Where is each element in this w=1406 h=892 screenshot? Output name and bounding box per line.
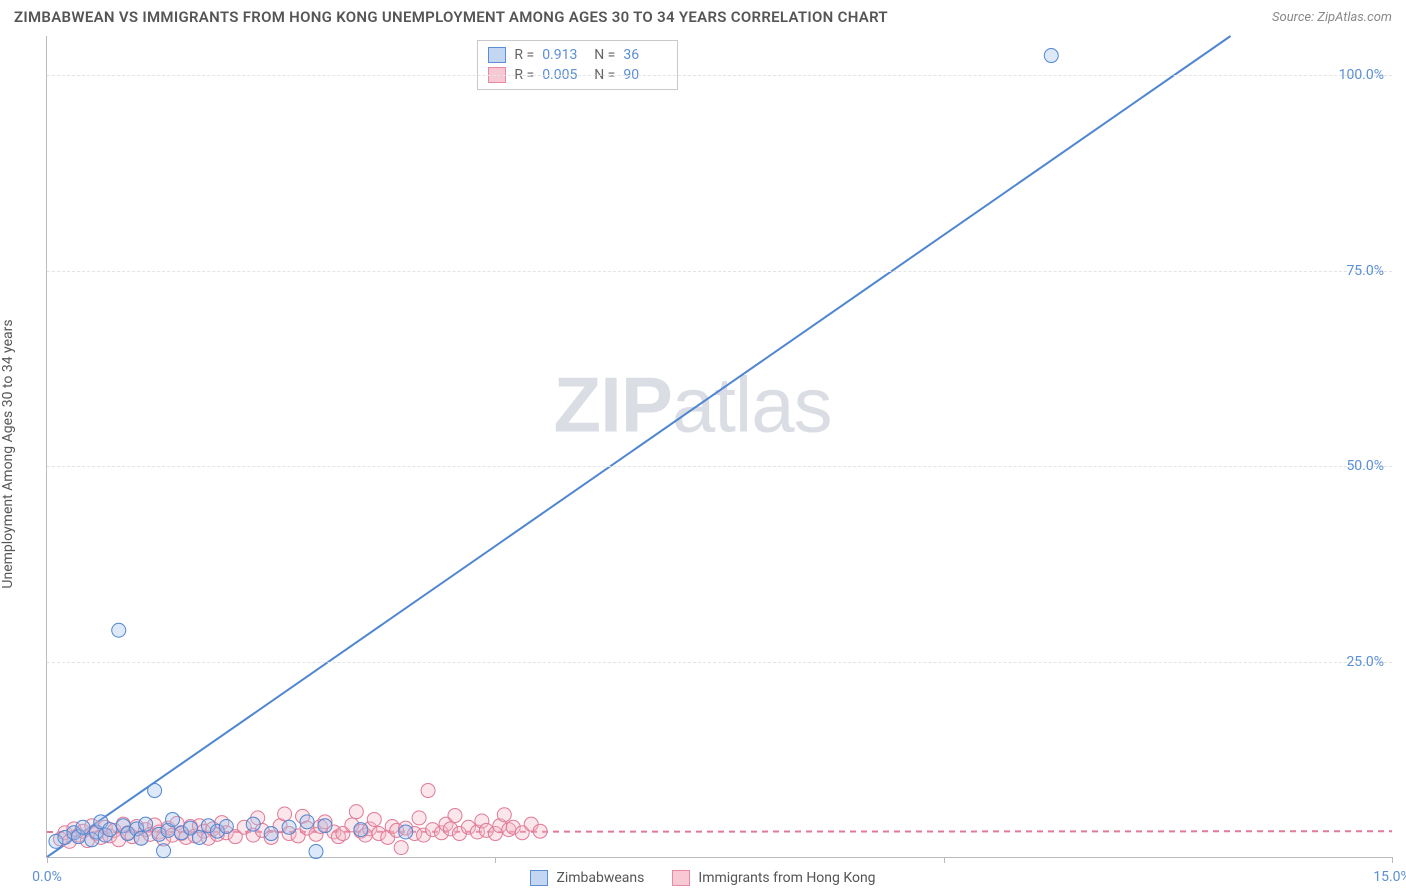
chart-plot-area: ZIPatlas R = 0.913 N = 36 R = 0.005 N = … — [46, 36, 1392, 858]
scatter-point — [421, 784, 435, 798]
legend-label: Immigrants from Hong Kong — [698, 870, 875, 886]
x-tick — [495, 857, 496, 863]
legend-item: Immigrants from Hong Kong — [672, 870, 875, 886]
bottom-legend: Zimbabweans Immigrants from Hong Kong — [0, 870, 1406, 886]
swatch-icon — [672, 870, 690, 886]
x-tick — [1392, 857, 1393, 863]
scatter-point — [282, 820, 296, 834]
scatter-point — [309, 845, 323, 859]
scatter-point — [318, 819, 332, 833]
scatter-point — [219, 820, 233, 834]
scatter-point — [1044, 49, 1058, 63]
x-tick — [944, 857, 945, 863]
scatter-point — [264, 827, 278, 841]
gridline — [47, 466, 1392, 467]
scatter-point — [246, 817, 260, 831]
chart-title: ZIMBABWEAN VS IMMIGRANTS FROM HONG KONG … — [14, 8, 888, 26]
scatter-point — [394, 841, 408, 855]
y-tick-label: 75.0% — [1346, 263, 1384, 279]
x-tick — [47, 857, 48, 863]
scatter-point — [278, 807, 292, 821]
scatter-point — [139, 817, 153, 831]
regression-line — [47, 36, 1231, 857]
scatter-svg — [47, 36, 1392, 857]
scatter-point — [399, 825, 413, 839]
scatter-point — [300, 815, 314, 829]
scatter-point — [76, 820, 90, 834]
swatch-icon — [530, 870, 548, 886]
scatter-point — [192, 830, 206, 844]
scatter-point — [148, 784, 162, 798]
scatter-point — [103, 823, 117, 837]
scatter-point — [349, 805, 363, 819]
scatter-point — [157, 844, 171, 858]
scatter-point — [166, 812, 180, 826]
scatter-point — [533, 824, 547, 838]
scatter-point — [134, 831, 148, 845]
y-tick-label: 50.0% — [1346, 458, 1384, 474]
y-tick-label: 25.0% — [1346, 654, 1384, 670]
scatter-point — [497, 808, 511, 822]
source-label: Source: ZipAtlas.com — [1272, 10, 1392, 25]
scatter-point — [112, 623, 126, 637]
scatter-point — [367, 812, 381, 826]
legend-label: Zimbabweans — [556, 870, 644, 886]
gridline — [47, 271, 1392, 272]
scatter-point — [412, 811, 426, 825]
y-axis-label: Unemployment Among Ages 30 to 34 years — [0, 319, 16, 588]
scatter-point — [354, 823, 368, 837]
scatter-point — [448, 809, 462, 823]
legend-item: Zimbabweans — [530, 870, 644, 886]
y-tick-label: 100.0% — [1339, 67, 1384, 83]
gridline — [47, 662, 1392, 663]
gridline — [47, 75, 1392, 76]
